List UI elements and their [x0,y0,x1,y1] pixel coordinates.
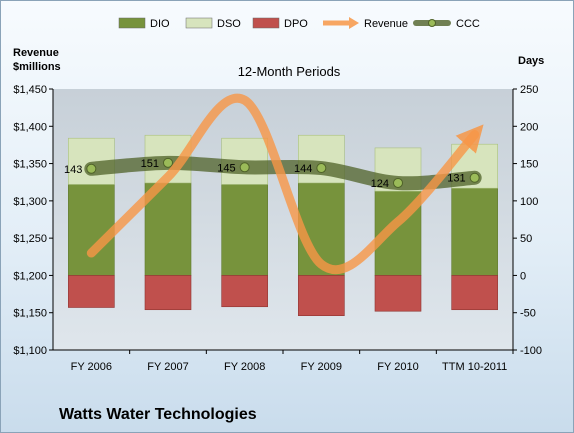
x-axis-tick-label: FY 2009 [301,361,342,373]
right-axis-tick-label: 100 [520,196,538,208]
ccc-data-label: 144 [294,163,312,175]
left-axis-tick-label: $1,400 [13,121,47,133]
right-axis-tick-label: 250 [520,84,538,96]
bar-dpo [144,275,192,311]
left-axis-tick-label: $1,350 [13,159,47,171]
ccc-data-label: 151 [141,158,159,170]
left-axis-tick-label: $1,200 [13,270,47,282]
left-axis-tick-label: $1,100 [13,345,47,357]
legend-label: DIO [150,18,170,30]
bar-dpo [298,275,345,316]
right-axis-tick-label: -100 [520,345,542,357]
bar-dpo [221,275,268,308]
left-axis-title-line1: Revenue [13,47,59,59]
bar-dio [221,184,268,276]
legend: DIO DSO DPO Revenue CCC [118,17,480,30]
ccc-point [239,162,250,173]
legend-label: DPO [284,18,308,30]
right-axis-tick-label: 50 [520,233,532,245]
left-axis-tick-label: $1,150 [13,308,47,320]
x-axis-tick-label: FY 2010 [377,361,418,373]
ccc-point [469,172,480,183]
left-axis-tick-label: $1,300 [13,196,47,208]
left-axis-tick-label: $1,450 [13,84,47,96]
right-axis-title: Days [518,55,544,67]
ccc-data-label: 143 [64,164,82,176]
chart-title: 12-Month Periods [238,64,341,79]
bar-dio [451,187,498,276]
bar-dpo [451,275,498,311]
legend-swatch-ccc-marker [428,19,436,27]
ccc-data-label: 131 [447,173,465,185]
right-axis-tick-label: 150 [520,159,538,171]
left-axis-title-line2: $millions [13,61,61,73]
legend-label: DSO [217,18,241,30]
ccc-point [393,177,403,188]
right-axis-tick-label: 0 [520,270,526,282]
ccc-point [86,163,97,174]
company-name: Watts Water Technologies [59,406,257,423]
lines-layer: 143 151 145 144 124 131 [64,93,484,275]
x-axis-tick-label: FY 2007 [147,361,188,373]
ccc-point [163,157,173,168]
legend-swatch-dpo [252,17,280,29]
legend-label: Revenue [364,18,408,30]
legend-label: CCC [456,18,480,30]
axes-layer: $1,100 $1,150 $1,200 $1,250 $1,300 $1,350 $1,4… [13,84,542,373]
right-axis-tick-label: -50 [520,308,536,320]
ccc-point [316,163,327,174]
bar-dpo [68,275,115,308]
x-axis-tick-label: TTM 10-2011 [442,361,507,373]
right-axis-tick-label: 200 [520,121,538,133]
legend-swatch-dso [185,17,213,29]
revenue-line [86,93,484,275]
ccc-data-label: 145 [217,162,235,174]
bar-dpo [374,275,422,312]
x-axis-tick-label: FY 2008 [224,361,265,373]
left-axis-tick-label: $1,250 [13,233,47,245]
bar-dio [68,184,115,276]
legend-swatch-dio [118,17,146,29]
legend-swatch-revenue-arrow [349,17,359,29]
x-axis-tick-label: FY 2006 [71,361,112,373]
ccc-data-label: 124 [371,178,389,190]
